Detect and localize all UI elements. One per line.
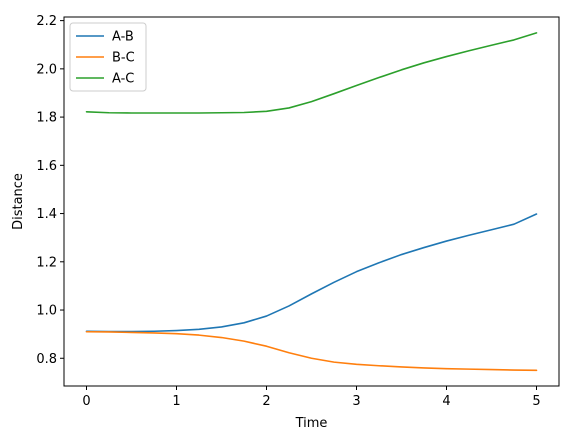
legend-label: A-B	[112, 30, 134, 45]
x-axis-label: Time	[295, 416, 328, 431]
series-layer	[85, 32, 538, 372]
series-line-b-c	[85, 330, 538, 372]
y-tick-label: 0.8	[36, 352, 57, 367]
legend-label: B-C	[112, 51, 135, 66]
y-tick-label: 1.2	[36, 255, 57, 270]
legend-label: A-C	[112, 72, 134, 87]
y-tick-label: 1.0	[36, 304, 57, 319]
x-tick-label: 3	[352, 394, 360, 409]
x-tick-label: 5	[532, 394, 540, 409]
legend-box	[69, 22, 147, 92]
plot-area-frame	[63, 16, 560, 387]
series-line-a-c	[85, 32, 538, 114]
series-line-a-b	[85, 213, 538, 333]
y-tick-label: 2.2	[36, 14, 57, 29]
x-tick-label: 1	[172, 394, 180, 409]
x-tick-label: 2	[262, 394, 270, 409]
ticks-layer: 0 1 2 3 4 5 0.8 1.0 1.2 1.4 1.6 1.8 2.0 2.2	[36, 14, 540, 409]
y-tick-label: 2.0	[36, 62, 57, 77]
x-tick-label: 4	[442, 394, 450, 409]
y-tick-label: 1.8	[36, 111, 57, 126]
y-tick-label: 1.6	[36, 159, 57, 174]
legend: A-B B-C A-C	[69, 22, 147, 92]
y-tick-label: 1.4	[36, 207, 57, 222]
y-axis-label: Distance	[11, 173, 26, 230]
x-tick-label: 0	[82, 394, 90, 409]
